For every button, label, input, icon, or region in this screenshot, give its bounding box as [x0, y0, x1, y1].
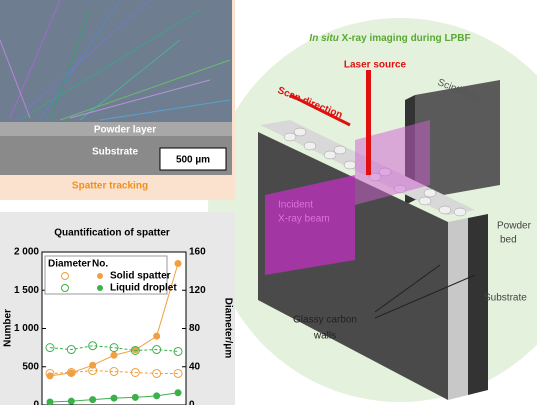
xray-beam: [265, 175, 355, 275]
leader: [374, 264, 441, 313]
y2-tick-label: 160: [189, 247, 206, 258]
open-point: [173, 368, 183, 378]
y2-tick-label: 40: [189, 361, 201, 372]
open-point: [152, 345, 162, 355]
walls-label: walls: [313, 331, 336, 342]
point: [89, 396, 97, 404]
powder-bed-label: bed: [500, 235, 517, 246]
y2-tick-label: 120: [189, 285, 206, 296]
point: [153, 392, 161, 400]
y-tick-label: 500: [22, 361, 39, 372]
legend-box: [44, 255, 168, 295]
y2-tick-label: 80: [189, 323, 201, 334]
open-point: [130, 345, 140, 355]
walls-label: Glassy carbon: [293, 315, 357, 326]
open-point: [45, 368, 55, 378]
powder-bed-label: Powder: [497, 221, 532, 232]
y2-tick-label: 0: [189, 400, 195, 405]
legend-label: Solid spatter: [110, 271, 171, 282]
series-line: [49, 370, 178, 374]
legend-solid: [97, 285, 103, 291]
y-tick-label: 2 000: [14, 247, 39, 258]
title-italic: In situ: [309, 33, 338, 44]
legend-open: [61, 284, 69, 292]
point: [46, 398, 54, 405]
laser-label: Laser source: [344, 60, 407, 71]
substrate-photo-label: Substrate: [92, 147, 139, 158]
open-point: [152, 368, 162, 378]
series-line: [49, 345, 179, 352]
point: [131, 346, 139, 354]
legend-solid: [97, 273, 103, 279]
open-point: [109, 367, 119, 377]
scan-arrow: [289, 93, 351, 127]
open-point: [109, 343, 119, 353]
legend-header: No.: [92, 259, 108, 270]
legend-header: Diameter: [48, 259, 91, 270]
beam-label: X-ray beam: [278, 214, 330, 225]
scale-bar: 500 µm: [176, 155, 210, 166]
point: [110, 394, 118, 402]
photo-caption: Spatter tracking: [72, 181, 148, 192]
y-tick-label: 1 500: [14, 285, 39, 296]
legend-open: [61, 272, 69, 280]
powder-label: Powder layer: [94, 125, 156, 136]
scintillator: [415, 80, 500, 200]
leader: [374, 274, 476, 319]
open-point: [45, 343, 55, 353]
beam-label: Incident: [278, 200, 313, 211]
diagram-title: In situ X-ray imaging during LPBF: [309, 33, 470, 44]
point: [67, 397, 75, 405]
xray-beam-far: [355, 120, 430, 205]
scale-bar-box: [159, 147, 227, 171]
spatter-tracks: [0, 0, 231, 121]
open-point: [66, 367, 76, 377]
point: [174, 389, 182, 397]
point: [110, 351, 118, 359]
back-wall: [468, 214, 488, 395]
open-point: [130, 367, 140, 377]
chart-title: Quantification of spatter: [54, 228, 170, 239]
substrate-label: Substrate: [484, 293, 527, 304]
legend-label: Liquid droplet: [110, 283, 177, 294]
title-rest: X-ray imaging during LPBF: [342, 33, 471, 44]
open-point: [88, 366, 98, 376]
photo-powder: [0, 122, 232, 136]
point: [174, 259, 182, 267]
open-point: [66, 345, 76, 355]
point: [131, 393, 139, 401]
laser-beam: [366, 70, 371, 175]
point: [153, 332, 161, 340]
y-axis-label: Number: [3, 309, 14, 347]
open-point: [173, 346, 183, 356]
y2-axis-label: Diameter/μm: [222, 298, 233, 359]
open-point: [88, 341, 98, 351]
substrate-side: [448, 218, 468, 400]
y-tick-label: 0: [33, 400, 39, 405]
y-tick-label: 1 000: [14, 323, 39, 334]
